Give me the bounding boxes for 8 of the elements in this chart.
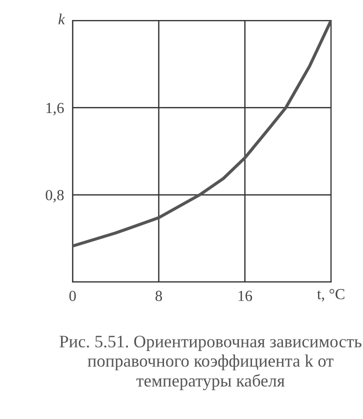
y-tick-label: 0,8 bbox=[46, 190, 64, 202]
x-tick-label: 16 bbox=[238, 290, 252, 302]
y-tick-label: 1,6 bbox=[46, 102, 64, 116]
x-tick-label: 8 bbox=[156, 290, 162, 302]
x-axis-title: t, °C bbox=[317, 288, 344, 302]
y-axis-title: k bbox=[58, 14, 66, 24]
x-tick-label: 0 bbox=[69, 290, 76, 302]
text: Рис. 5.51. Ориентировочная зависимость поправочного коэффициента k от температуры кабеля bbox=[60, 336, 362, 390]
